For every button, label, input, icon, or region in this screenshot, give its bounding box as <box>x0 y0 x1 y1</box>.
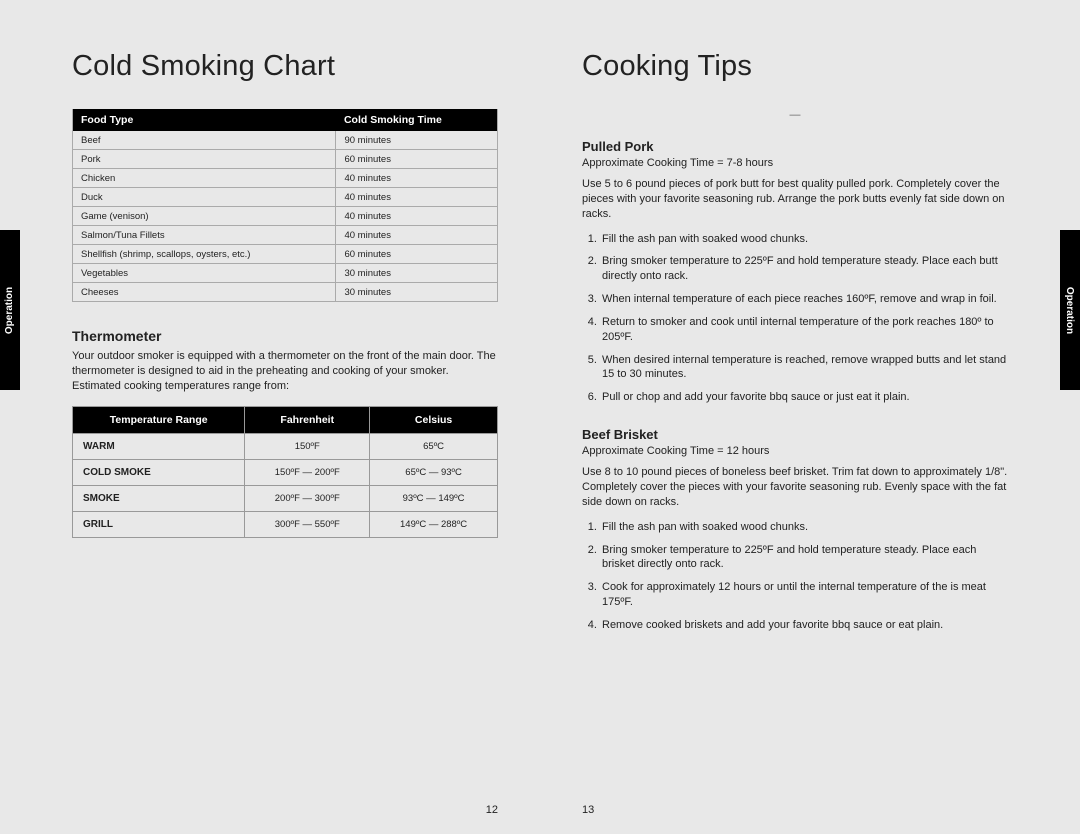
recipe-step: Fill the ash pan with soaked wood chunks… <box>600 232 1008 247</box>
cooking-time: Approximate Cooking Time = 12 hours <box>582 445 1008 457</box>
right-page: Operation Cooking Tips — Pulled Pork Appr… <box>540 0 1080 834</box>
table-cell: 40 minutes <box>336 226 498 245</box>
table-row: Shellfish (shrimp, scallops, oysters, et… <box>73 245 498 264</box>
recipe-step: Cook for approximately 12 hours or until… <box>600 580 1008 610</box>
page-title: Cooking Tips <box>582 50 1008 83</box>
recipe-step: Fill the ash pan with soaked wood chunks… <box>600 520 1008 535</box>
recipe-step: Bring smoker temperature to 225ºF and ho… <box>600 254 1008 284</box>
table-cell: GRILL <box>73 511 245 537</box>
recipe-name: Beef Brisket <box>582 427 1008 442</box>
cooking-time: Approximate Cooking Time = 7-8 hours <box>582 157 1008 169</box>
table-cell: Beef <box>73 131 336 150</box>
thermometer-text: Your outdoor smoker is equipped with a t… <box>72 349 498 394</box>
recipe-intro: Use 8 to 10 pound pieces of boneless bee… <box>582 465 1008 510</box>
table-header: Fahrenheit <box>245 406 370 433</box>
table-row: Game (venison)40 minutes <box>73 207 498 226</box>
page-number: 12 <box>486 804 498 816</box>
table-row: Salmon/Tuna Fillets40 minutes <box>73 226 498 245</box>
table-cell: 40 minutes <box>336 188 498 207</box>
table-cell: Vegetables <box>73 264 336 283</box>
table-row: Pork60 minutes <box>73 150 498 169</box>
page-number: 13 <box>582 804 594 816</box>
table-header: Food Type <box>73 109 336 131</box>
table-header: Celsius <box>370 406 498 433</box>
table-cell: SMOKE <box>73 485 245 511</box>
recipe-step: Pull or chop and add your favorite bbq s… <box>600 390 1008 405</box>
table-cell: 93ºC — 149ºC <box>370 485 498 511</box>
table-cell: 65ºC — 93ºC <box>370 459 498 485</box>
table-cell: Cheeses <box>73 283 336 302</box>
table-cell: 90 minutes <box>336 131 498 150</box>
table-header: Temperature Range <box>73 406 245 433</box>
table-cell: Duck <box>73 188 336 207</box>
recipe-name: Pulled Pork <box>582 139 1008 154</box>
table-cell: 60 minutes <box>336 150 498 169</box>
table-cell: 40 minutes <box>336 169 498 188</box>
table-cell: 150ºF <box>245 433 370 459</box>
left-page: Operation Cold Smoking Chart Food TypeCo… <box>0 0 540 834</box>
table-row: GRILL300ºF — 550ºF149ºC — 288ºC <box>73 511 498 537</box>
table-cell: WARM <box>73 433 245 459</box>
divider-dash: — <box>582 109 1008 121</box>
table-row: Chicken40 minutes <box>73 169 498 188</box>
recipe: Pulled Pork Approximate Cooking Time = 7-… <box>582 139 1008 405</box>
table-header: Cold Smoking Time <box>336 109 498 131</box>
table-row: SMOKE200ºF — 300ºF93ºC — 149ºC <box>73 485 498 511</box>
table-cell: 149ºC — 288ºC <box>370 511 498 537</box>
table-cell: 30 minutes <box>336 264 498 283</box>
recipe: Beef Brisket Approximate Cooking Time = 1… <box>582 427 1008 633</box>
cold-smoking-table: Food TypeCold Smoking Time Beef90 minute… <box>72 109 498 302</box>
section-tab-right: Operation <box>1060 230 1080 390</box>
table-cell: 300ºF — 550ºF <box>245 511 370 537</box>
section-tab-left: Operation <box>0 230 20 390</box>
table-row: Vegetables30 minutes <box>73 264 498 283</box>
temperature-table: Temperature RangeFahrenheitCelsius WARM1… <box>72 406 498 538</box>
table-cell: Game (venison) <box>73 207 336 226</box>
table-row: Beef90 minutes <box>73 131 498 150</box>
recipe-step: When desired internal temperature is rea… <box>600 353 1008 383</box>
table-cell: Shellfish (shrimp, scallops, oysters, et… <box>73 245 336 264</box>
recipe-steps: Fill the ash pan with soaked wood chunks… <box>582 520 1008 633</box>
recipe-step: Remove cooked briskets and add your favo… <box>600 618 1008 633</box>
table-row: Duck40 minutes <box>73 188 498 207</box>
page-title: Cold Smoking Chart <box>72 50 498 83</box>
table-cell: 30 minutes <box>336 283 498 302</box>
table-cell: 200ºF — 300ºF <box>245 485 370 511</box>
table-row: WARM150ºF65ºC <box>73 433 498 459</box>
table-row: COLD SMOKE150ºF — 200ºF65ºC — 93ºC <box>73 459 498 485</box>
table-cell: Salmon/Tuna Fillets <box>73 226 336 245</box>
table-row: Cheeses30 minutes <box>73 283 498 302</box>
table-cell: COLD SMOKE <box>73 459 245 485</box>
tab-label: Operation <box>1065 286 1076 333</box>
table-cell: 40 minutes <box>336 207 498 226</box>
tab-label: Operation <box>5 286 16 333</box>
recipe-steps: Fill the ash pan with soaked wood chunks… <box>582 232 1008 406</box>
table-cell: 60 minutes <box>336 245 498 264</box>
recipe-step: Return to smoker and cook until internal… <box>600 315 1008 345</box>
thermometer-heading: Thermometer <box>72 328 498 344</box>
recipe-intro: Use 5 to 6 pound pieces of pork butt for… <box>582 177 1008 222</box>
table-cell: Pork <box>73 150 336 169</box>
table-cell: 150ºF — 200ºF <box>245 459 370 485</box>
recipe-step: When internal temperature of each piece … <box>600 292 1008 307</box>
table-cell: Chicken <box>73 169 336 188</box>
recipe-step: Bring smoker temperature to 225ºF and ho… <box>600 543 1008 573</box>
table-cell: 65ºC <box>370 433 498 459</box>
